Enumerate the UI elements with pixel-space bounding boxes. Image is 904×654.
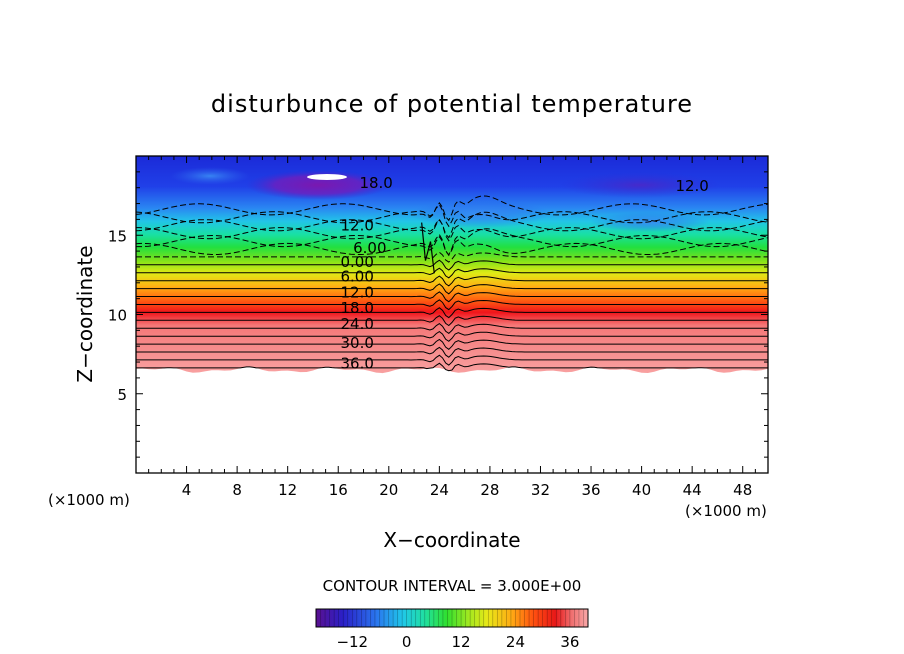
x-tick-label: 48 <box>733 481 752 499</box>
contour-label: 6.00 <box>340 267 373 285</box>
contour-line <box>136 330 768 342</box>
colorbar-tick-label: 0 <box>402 633 412 651</box>
x-unit-left: (×1000 m) <box>48 491 130 509</box>
contour-label: 12.0 <box>340 283 373 301</box>
contour-line <box>136 259 768 271</box>
contour-label: 0.00 <box>340 253 373 271</box>
contour-label: 12.0 <box>340 217 373 235</box>
min-region <box>246 170 390 200</box>
contour-line <box>136 307 768 319</box>
contour-line <box>136 322 768 335</box>
colorbar-fill <box>315 608 589 628</box>
contour-line <box>136 228 768 256</box>
contour-label: 30.0 <box>340 334 373 352</box>
x-axis: 4 8 12 16 20 24 28 32 36 40 44 48 <box>148 156 756 499</box>
colorbar-tick-label: 24 <box>506 633 525 651</box>
x-tick-label: 32 <box>531 481 550 499</box>
y-axis: 5 10 15 <box>108 171 768 458</box>
contour-line <box>136 283 768 295</box>
contour-label: 36.0 <box>340 355 373 373</box>
y-tick-label: 5 <box>117 386 127 404</box>
contour-line <box>136 315 768 327</box>
x-tick-label: 4 <box>182 481 192 499</box>
chart-title: disturbunce of potential temperature <box>211 90 693 118</box>
colorbar-tick-label: 12 <box>452 633 471 651</box>
contour-line <box>136 338 768 350</box>
contour-line <box>136 354 768 366</box>
x-tick-label: 16 <box>329 481 348 499</box>
x-tick-label: 24 <box>430 481 449 499</box>
min-region-right <box>560 172 720 198</box>
contour-line <box>136 299 768 311</box>
contour-line <box>136 346 768 358</box>
x-tick-label: 36 <box>581 481 600 499</box>
x-unit-right: (×1000 m) <box>685 502 767 520</box>
contour-line <box>421 222 435 274</box>
x-tick-label: 12 <box>278 481 297 499</box>
min-core <box>307 174 347 180</box>
contour-line <box>136 218 768 242</box>
colorbar: −12 0 12 24 36 <box>315 608 589 651</box>
x-tick-label: 20 <box>379 481 398 499</box>
contour-label: 6.00 <box>353 239 386 257</box>
x-tick-label: 44 <box>683 481 702 499</box>
contour-line <box>136 267 768 279</box>
light-region-left <box>170 167 250 185</box>
contour-line <box>136 251 768 263</box>
contour-line <box>136 275 768 287</box>
y-tick-label: 10 <box>108 307 127 325</box>
contour-line <box>136 233 768 257</box>
x-tick-label: 40 <box>632 481 651 499</box>
colorbar-ticks: −12 0 12 24 36 <box>336 633 579 651</box>
light-region-mid <box>410 200 550 228</box>
y-tick-label: 15 <box>108 227 127 245</box>
colorbar-tick-label: 36 <box>560 633 579 651</box>
contour-label: 18.0 <box>359 174 392 192</box>
contour-lines <box>136 195 768 372</box>
contour-label: 18.0 <box>340 299 373 317</box>
x-axis-label: X−coordinate <box>383 528 520 552</box>
y-axis-label: Z−coordinate <box>73 245 97 382</box>
field-fill <box>136 156 768 374</box>
contour-line <box>136 195 768 222</box>
contour-line <box>136 203 768 228</box>
contour-line <box>136 362 768 372</box>
contour-label: 12.0 <box>675 177 708 195</box>
contour-line <box>136 211 768 239</box>
x-tick-label: 8 <box>232 481 242 499</box>
contour-labels: 18.0 12.012.06.000.006.0012.018.024.030.0… <box>340 174 708 373</box>
x-tick-label: 28 <box>480 481 499 499</box>
contour-interval-text: CONTOUR INTERVAL = 3.000E+00 <box>323 577 582 595</box>
colorbar-tick-label: −12 <box>336 633 368 651</box>
colorbar-stripes <box>320 609 584 627</box>
contour-line <box>136 291 768 303</box>
contour-label: 24.0 <box>340 315 373 333</box>
contour-field <box>136 156 768 374</box>
